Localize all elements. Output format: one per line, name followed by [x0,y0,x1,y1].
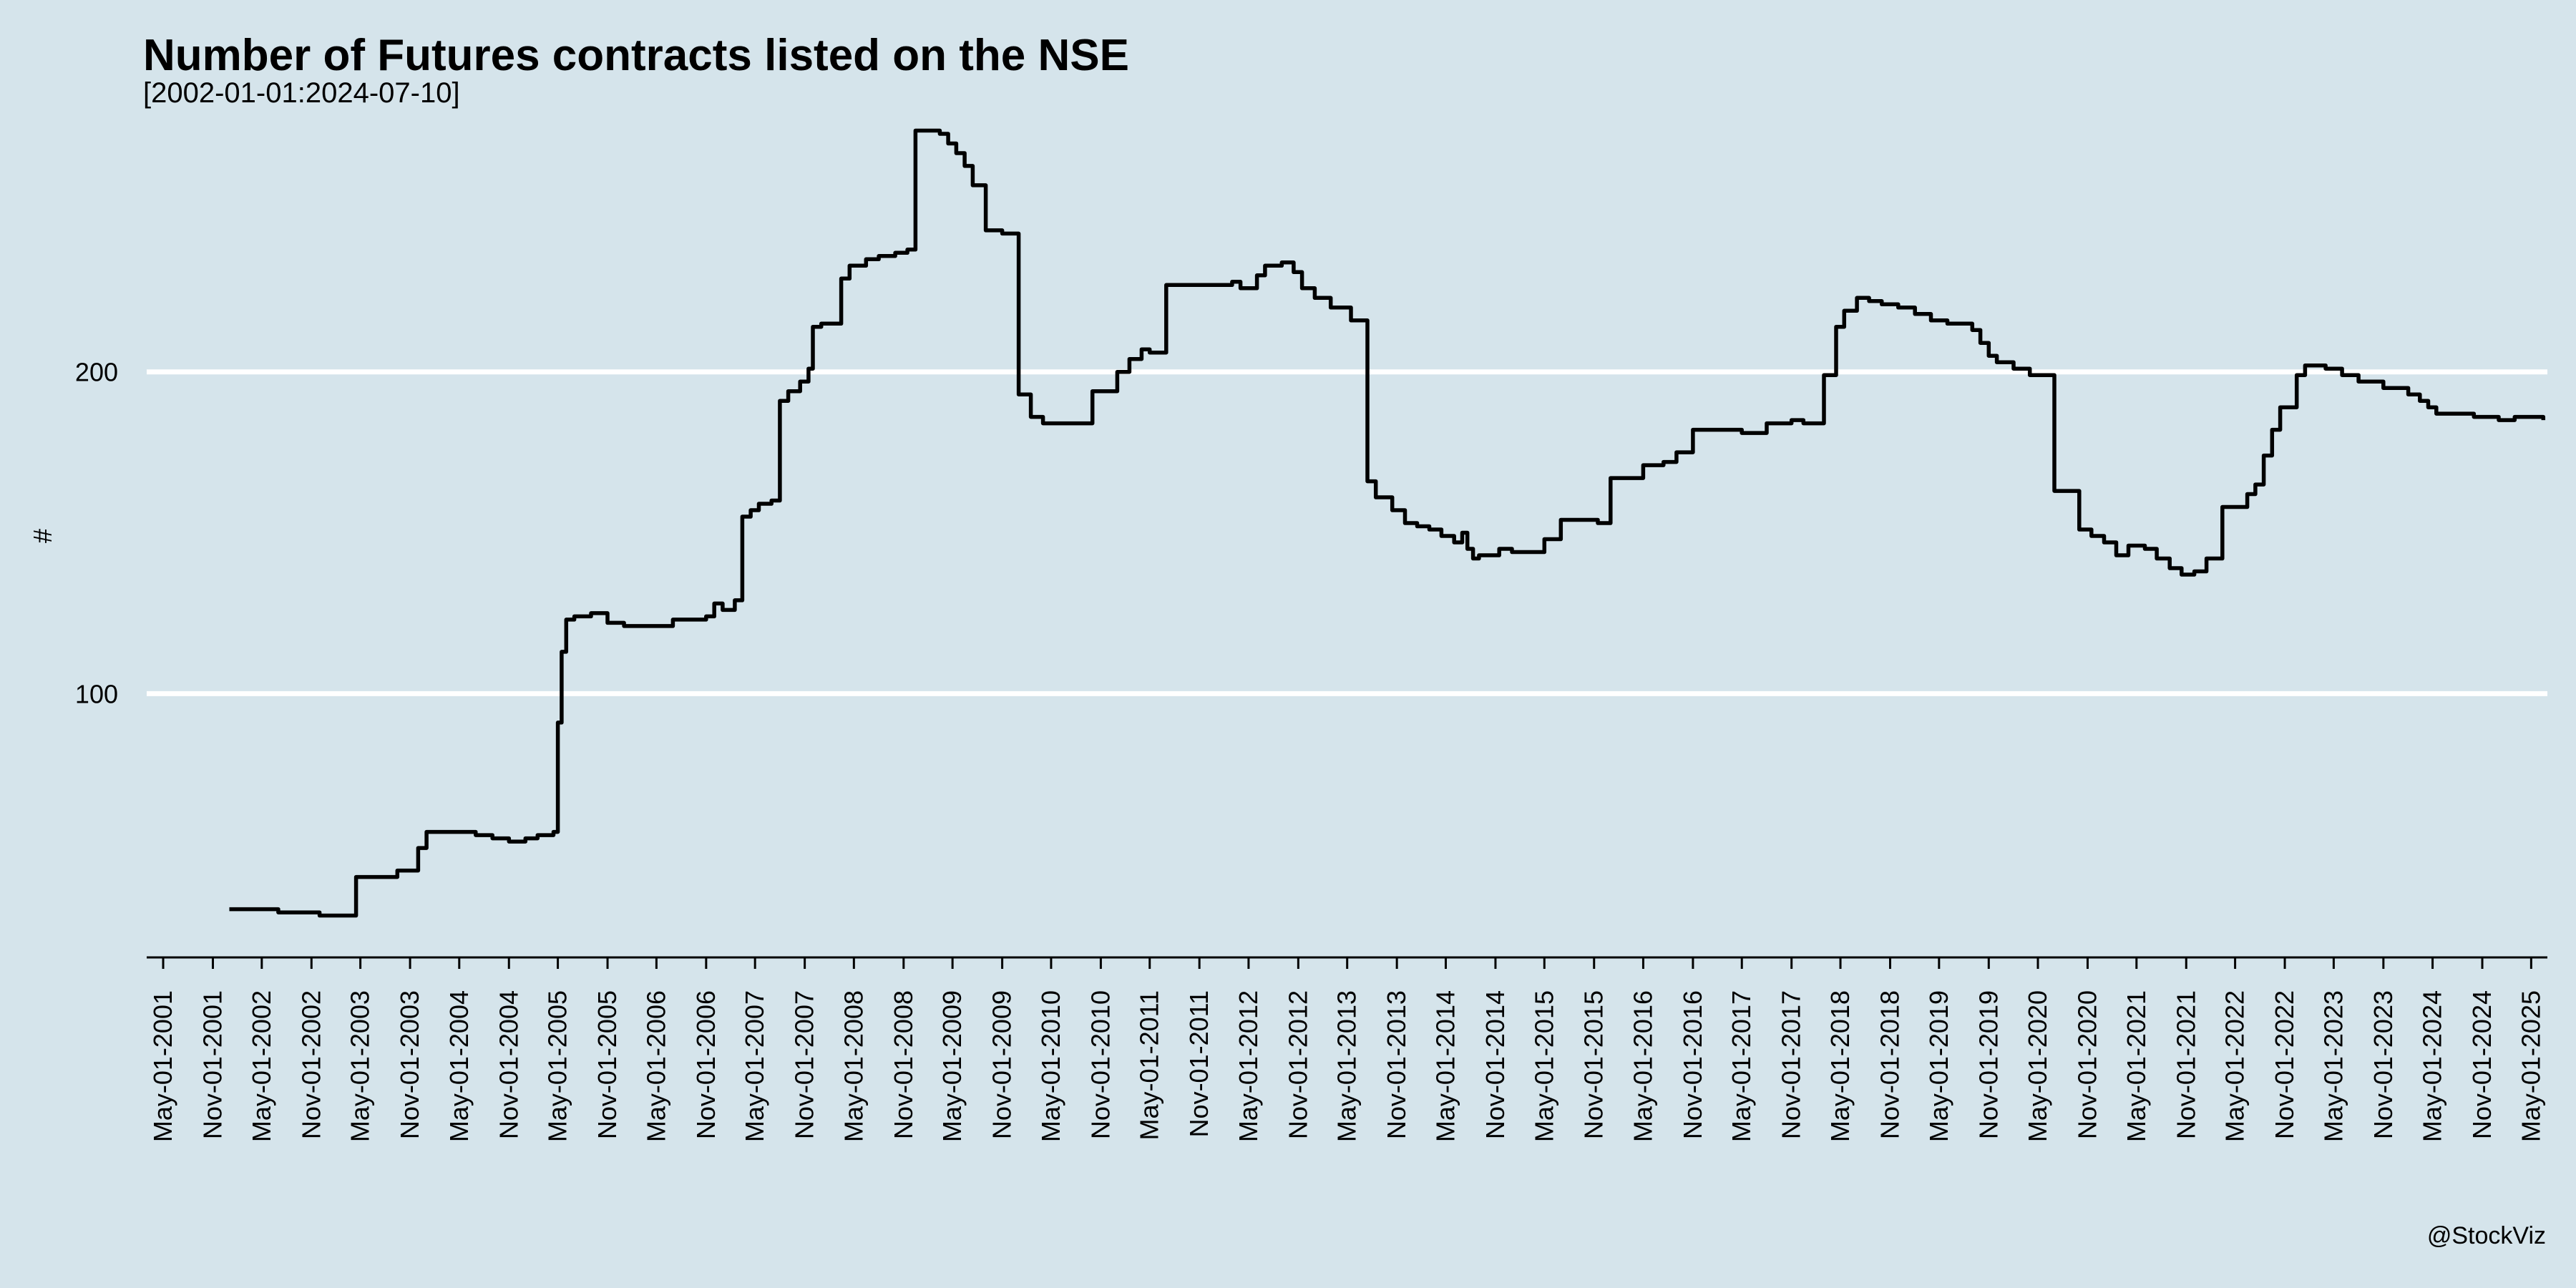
x-tick-label: Nov-01-2005 [592,990,622,1139]
x-tick-label: May-01-2002 [247,990,276,1142]
x-tick-label: Nov-01-2011 [1184,990,1214,1137]
x-tick-label: May-01-2010 [1036,990,1065,1142]
chart-subtitle: [2002-01-01:2024-07-10] [143,77,460,109]
x-tick-label: Nov-01-2010 [1085,990,1115,1139]
x-tick-label: May-01-2011 [1135,990,1164,1140]
x-tick-label: May-01-2018 [1825,990,1855,1142]
y-tick-label: 200 [75,358,118,387]
x-tick-label: May-01-2013 [1332,990,1362,1142]
x-tick-label: Nov-01-2006 [691,990,721,1139]
x-tick-label: Nov-01-2007 [790,990,819,1139]
x-tick-label: May-01-2007 [740,990,769,1142]
x-tick-label: Nov-01-2022 [2270,990,2299,1139]
x-tick-label: Nov-01-2020 [2072,990,2102,1139]
x-tick-label: May-01-2015 [1529,990,1558,1142]
x-tick-label: Nov-01-2024 [2467,990,2497,1139]
x-tick-label: Nov-01-2023 [2368,990,2398,1139]
x-tick-label: Nov-01-2004 [494,990,523,1139]
x-tick-label: Nov-01-2001 [197,990,227,1139]
y-axis-label: # [28,529,57,543]
x-tick-label: Nov-01-2013 [1382,990,1411,1139]
x-tick-label: Nov-01-2018 [1875,990,1904,1139]
y-tick-label: 100 [75,679,118,708]
y-axis-ticks: 100 200 [75,358,118,709]
x-tick-label: May-01-2017 [1727,990,1756,1142]
x-tick-label: May-01-2024 [2418,990,2447,1142]
x-tick-label: Nov-01-2003 [395,990,424,1139]
x-tick-label: May-01-2021 [2122,990,2151,1142]
x-tick-label: Nov-01-2012 [1283,990,1312,1139]
x-tick-label: May-01-2006 [641,990,670,1142]
x-tick-label: May-01-2022 [2220,990,2250,1142]
x-tick-label: Nov-01-2019 [1974,990,2003,1139]
x-tick-label: Nov-01-2009 [987,990,1017,1139]
x-tick-label: May-01-2012 [1234,990,1263,1142]
x-tick-label: Nov-01-2015 [1579,990,1609,1139]
x-tick-label: May-01-2020 [2023,990,2052,1142]
x-tick-label: May-01-2001 [148,990,177,1142]
x-axis-ticks: May-01-2001 Nov-01-2001 May-01-2002 Nov-01-… [148,957,2545,1142]
x-tick-label: May-01-2019 [1924,990,1953,1142]
grid-lines [147,369,2547,696]
x-tick-label: May-01-2025 [2516,990,2545,1142]
x-tick-label: May-01-2003 [346,990,375,1142]
x-tick-label: Nov-01-2002 [296,990,326,1139]
x-tick-label: May-01-2005 [543,990,572,1142]
chart-title: Number of Futures contracts listed on th… [143,31,1129,80]
x-tick-label: Nov-01-2016 [1678,990,1707,1139]
x-tick-label: May-01-2008 [839,990,868,1142]
x-tick-label: May-01-2023 [2318,990,2348,1142]
series-line [229,128,2546,918]
x-tick-label: May-01-2016 [1628,990,1657,1142]
x-tick-label: Nov-01-2014 [1480,990,1510,1139]
x-tick-label: Nov-01-2021 [2171,990,2200,1139]
chart-caption: @StockViz [2426,1222,2546,1249]
x-tick-label: Nov-01-2008 [889,990,918,1139]
x-tick-label: Nov-01-2017 [1777,990,1806,1139]
x-tick-label: May-01-2009 [937,990,967,1142]
x-tick-label: May-01-2004 [444,990,474,1142]
x-tick-label: May-01-2014 [1430,990,1460,1142]
